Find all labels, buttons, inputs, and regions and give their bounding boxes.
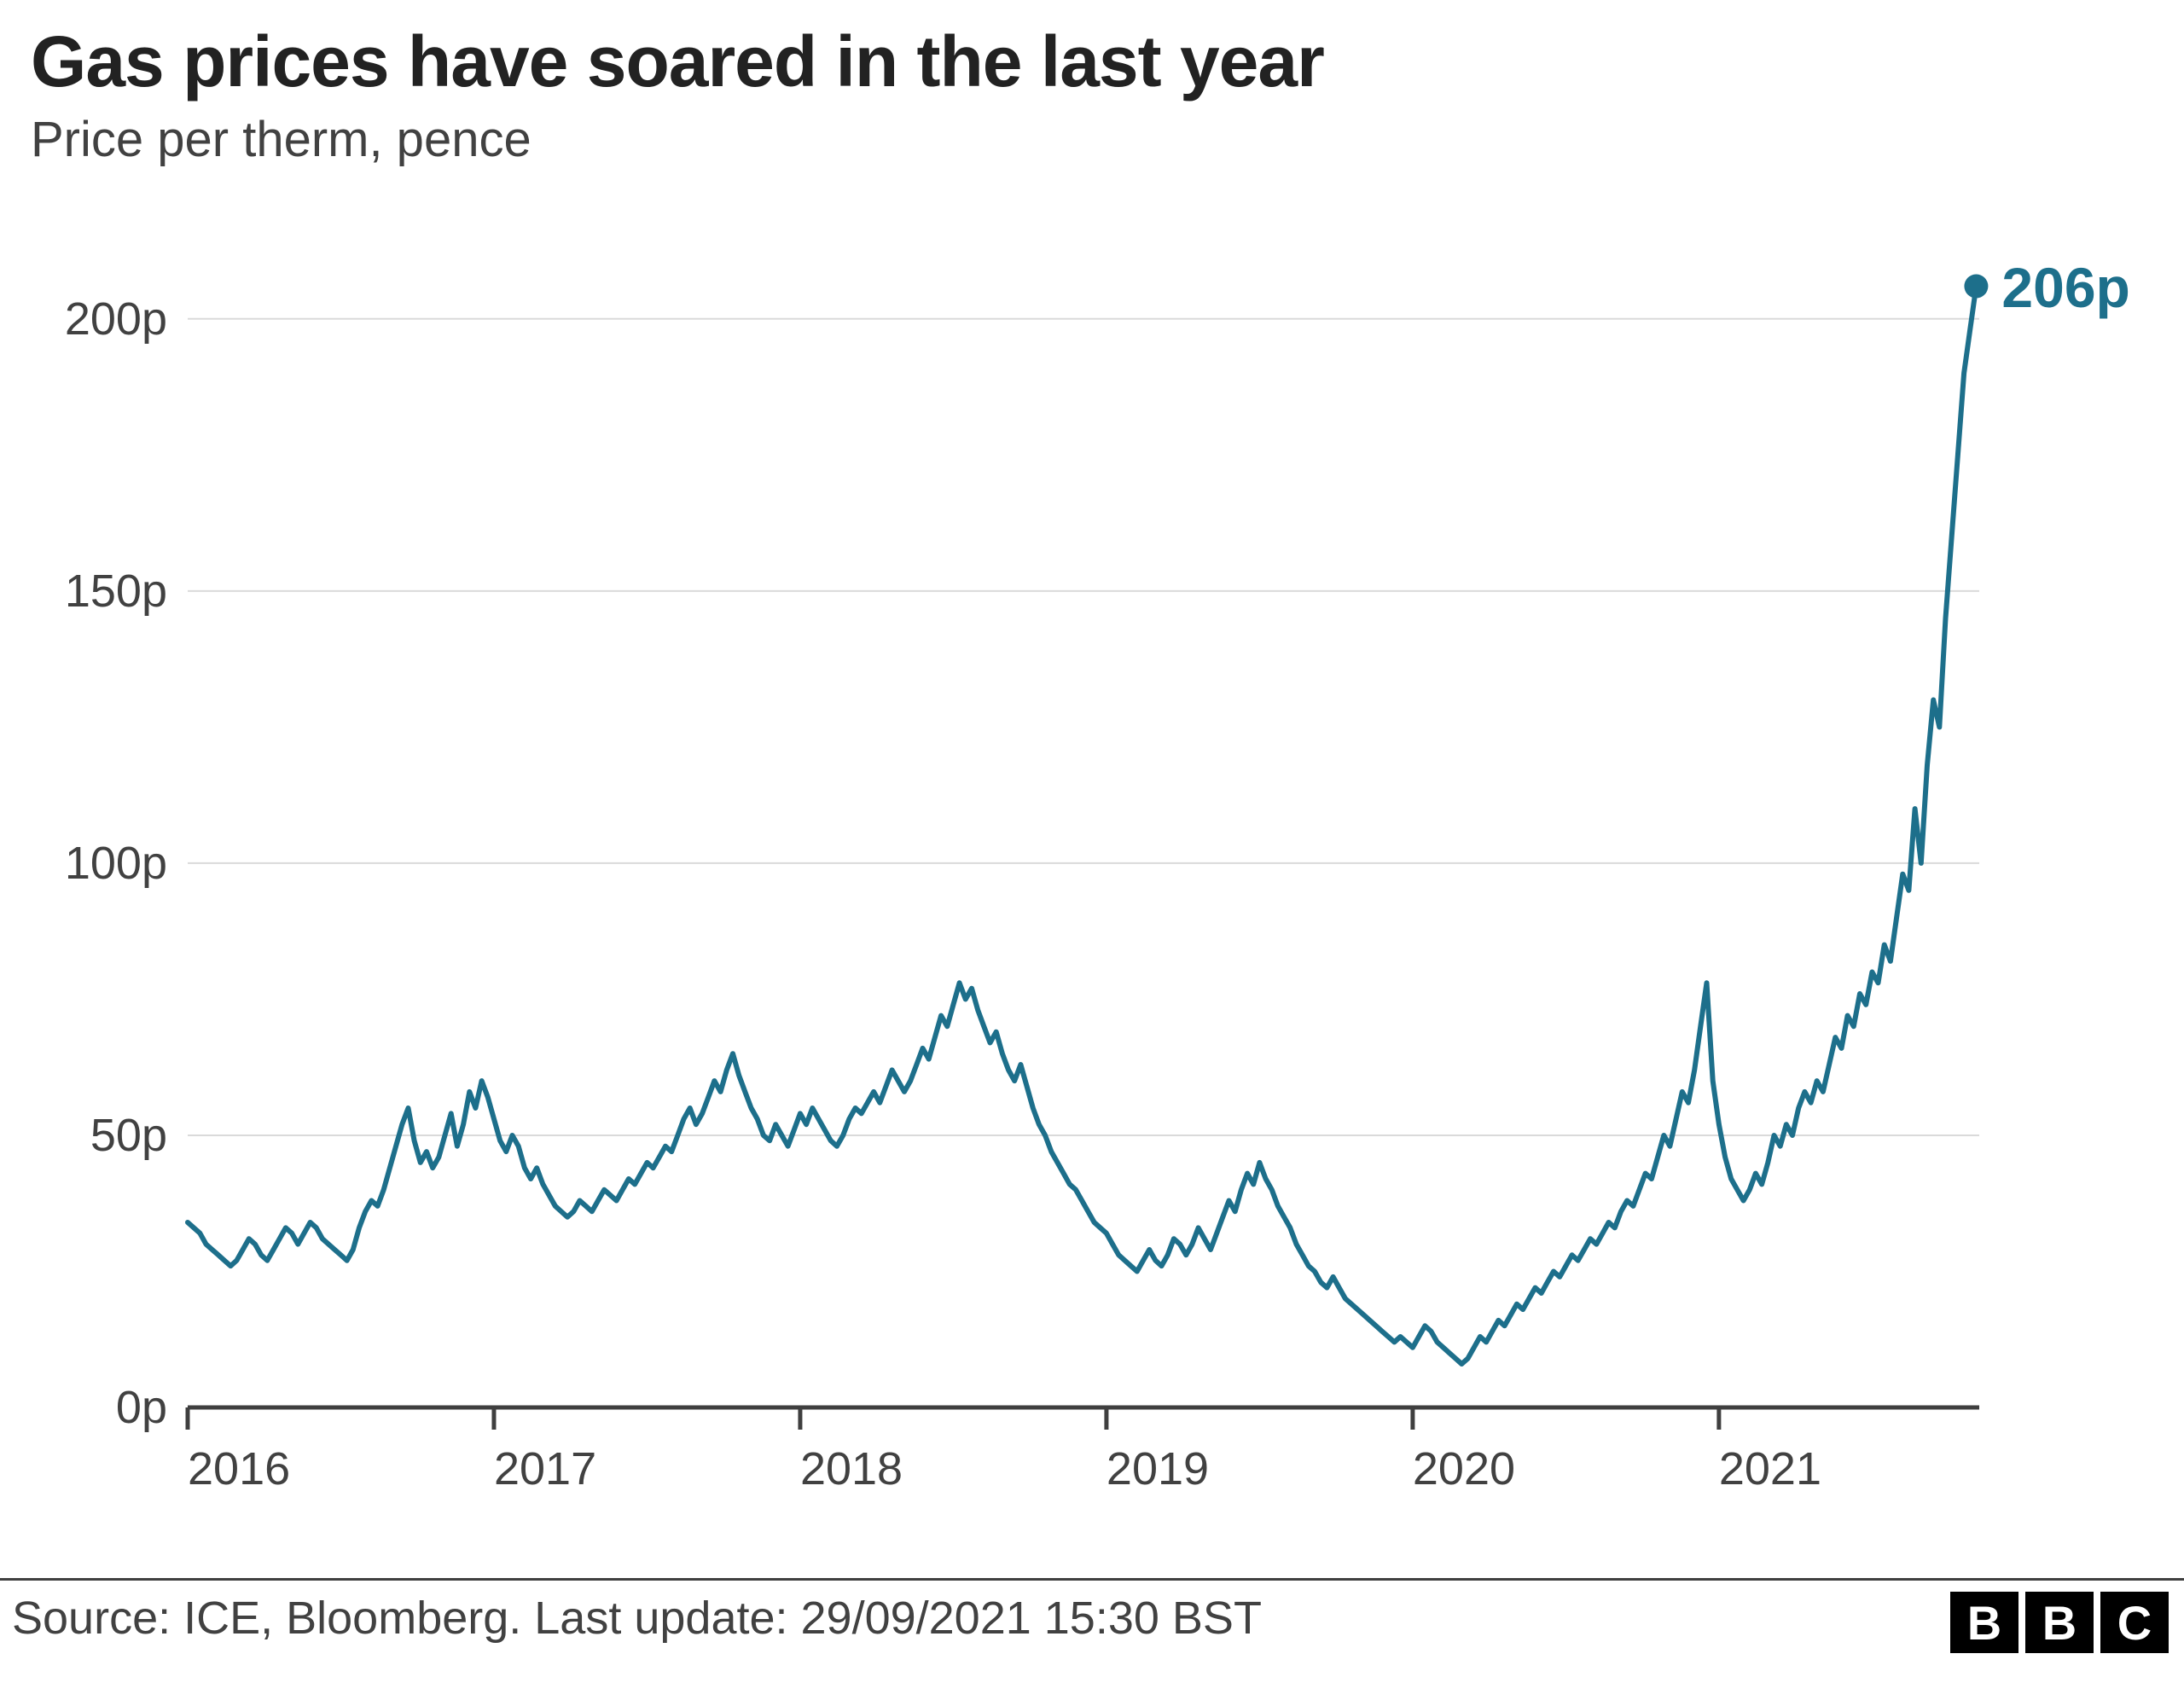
svg-text:2020: 2020 [1413, 1443, 1515, 1494]
line-chart: 0p 50p 100p 150p 200p 2016 2017 2018 2019 2020 202… [0, 0, 2184, 1706]
svg-text:50p: 50p [90, 1110, 167, 1161]
svg-text:100p: 100p [65, 838, 167, 889]
svg-text:2016: 2016 [188, 1443, 290, 1494]
footer-divider [0, 1578, 2184, 1581]
bbc-logo-block: C [2100, 1592, 2169, 1653]
svg-text:2021: 2021 [1719, 1443, 1821, 1494]
bbc-logo-block: B [2025, 1592, 2094, 1653]
end-value-callout: 206p [2001, 255, 2129, 320]
svg-text:0p: 0p [116, 1382, 167, 1433]
svg-text:150p: 150p [65, 566, 167, 617]
svg-text:2019: 2019 [1107, 1443, 1209, 1494]
bbc-logo-block: B [1950, 1592, 2018, 1653]
svg-text:2018: 2018 [800, 1443, 903, 1494]
svg-text:200p: 200p [65, 293, 167, 345]
bbc-logo: B B C [1950, 1592, 2169, 1653]
source-text: Source: ICE, Bloomberg. Last update: 29/… [12, 1592, 1262, 1645]
svg-text:2017: 2017 [494, 1443, 596, 1494]
